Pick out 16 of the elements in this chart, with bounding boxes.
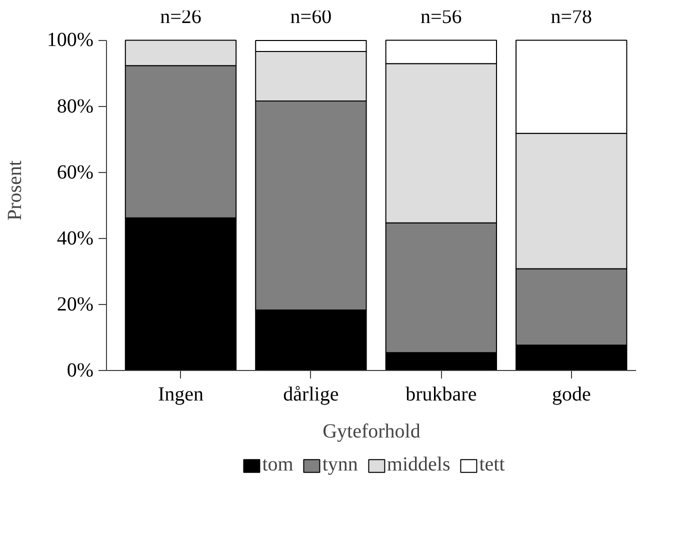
y-tick-label: 60% [56,161,94,184]
legend-label: tom [262,454,294,476]
x-tick-label: gode [552,384,591,406]
y-tick-label: 20% [56,293,94,316]
x-tick-label: dårlige [283,384,339,406]
x-axis-title: Gyteforhold [322,420,420,442]
legend-label: middels [386,454,450,476]
y-tick-label: 80% [56,95,94,118]
legend-label: tett [479,454,505,476]
y-tick-label: 0% [66,360,94,382]
x-tick-label: Ingen [158,384,204,406]
y-tick-label: 40% [56,227,94,250]
y-tick-label: 100% [46,29,94,52]
x-tick-label: brukbare [406,384,477,406]
y-axis-title: Prosent [4,160,26,220]
legend-label: tynn [322,454,358,476]
